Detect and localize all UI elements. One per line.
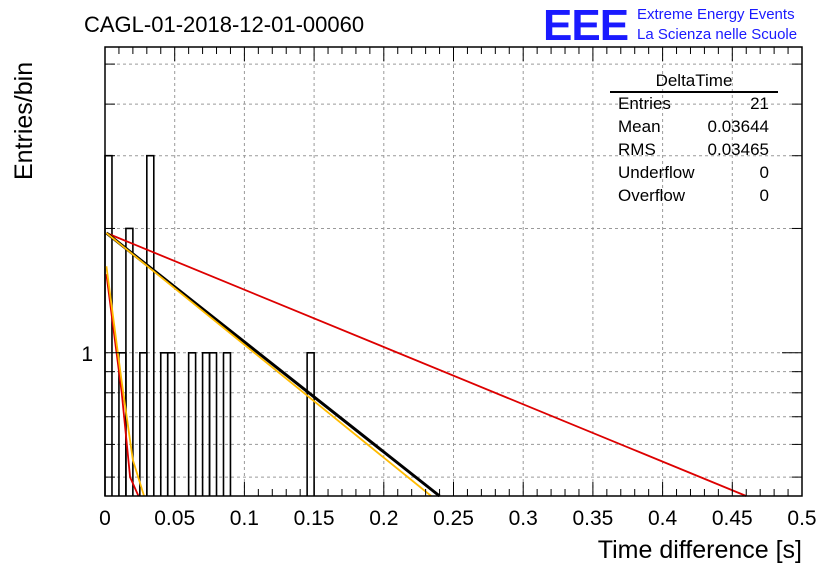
histogram-bar xyxy=(168,353,175,496)
y-axis-title: Entries/bin xyxy=(10,62,38,180)
histogram-bar xyxy=(203,353,210,496)
x-tick-label: 0.3 xyxy=(509,507,538,530)
x-tick-label: 0 xyxy=(99,507,111,530)
x-tick-label: 0.1 xyxy=(230,507,259,530)
eee-logo-icon: EEE xyxy=(543,1,628,50)
stats-label: Overflow xyxy=(618,186,686,205)
x-axis-title: Time difference [s] xyxy=(598,536,802,564)
x-tick-label: 0.05 xyxy=(154,507,195,530)
stats-title: DeltaTime xyxy=(656,71,733,90)
stats-label: RMS xyxy=(618,140,656,159)
chart-title: CAGL-01-2018-12-01-00060 xyxy=(84,12,364,37)
logo-line-2: La Scienza nelle Scuole xyxy=(637,26,797,43)
stats-box: DeltaTime Entries 21 Mean 0.03644 RMS 0.03465… xyxy=(610,71,778,205)
x-tick-label: 0.15 xyxy=(294,507,335,530)
stats-value: 0 xyxy=(760,163,769,182)
histogram-bar xyxy=(161,353,168,496)
stats-label: Underflow xyxy=(618,163,695,182)
histogram-bar xyxy=(210,353,217,496)
stats-value: 0.03465 xyxy=(708,140,769,159)
tick-labels: 0 0.05 0.1 0.15 0.2 0.25 0.3 0.35 0.4 0.45 0.5 1 xyxy=(81,343,816,530)
x-tick-label: 0.5 xyxy=(787,507,816,530)
stats-label: Entries xyxy=(618,94,671,113)
histogram-bar xyxy=(223,353,230,496)
histogram-bar xyxy=(140,353,147,496)
logo-line-1: Extreme Energy Events xyxy=(637,6,795,23)
x-tick-label: 0.25 xyxy=(433,507,474,530)
stats-value: 0 xyxy=(760,186,769,205)
histogram-bar xyxy=(105,156,112,496)
chart: CAGL-01-2018-12-01-00060 EEE Extreme Ene… xyxy=(0,0,836,572)
x-tick-label: 0.4 xyxy=(648,507,678,530)
fit-curve xyxy=(106,233,431,496)
histogram xyxy=(105,156,314,496)
x-tick-label: 0.2 xyxy=(369,507,398,530)
histogram-bar xyxy=(307,353,314,496)
histogram-bar xyxy=(147,156,154,496)
stats-value: 21 xyxy=(750,94,769,113)
y-tick-label: 1 xyxy=(81,343,93,366)
stats-label: Mean xyxy=(618,117,661,136)
x-tick-label: 0.35 xyxy=(572,507,613,530)
histogram-bar xyxy=(189,353,196,496)
x-tick-label: 0.45 xyxy=(712,507,753,530)
stats-value: 0.03644 xyxy=(708,117,769,136)
